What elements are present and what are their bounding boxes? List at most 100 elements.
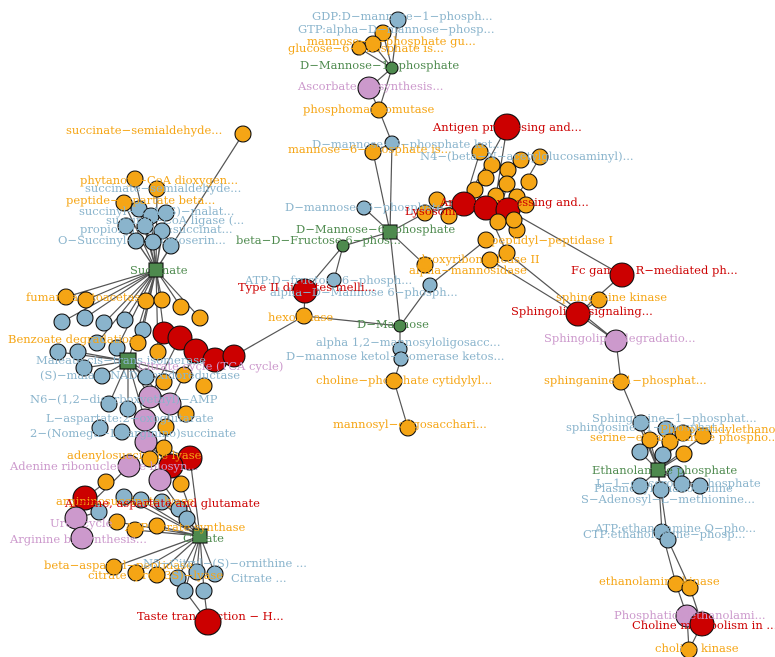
compound-node[interactable] xyxy=(169,569,187,587)
enzyme-node[interactable] xyxy=(191,309,209,327)
pathway-node[interactable] xyxy=(158,392,182,416)
enzyme-node[interactable] xyxy=(681,579,699,597)
pathway-node[interactable] xyxy=(148,468,172,492)
enzyme-node[interactable] xyxy=(234,125,252,143)
hub-node[interactable] xyxy=(650,462,666,478)
enzyme-node[interactable] xyxy=(481,251,499,269)
enzyme-node[interactable] xyxy=(512,151,530,169)
enzyme-node[interactable] xyxy=(105,558,123,576)
enzyme-node[interactable] xyxy=(385,372,403,390)
compound-node[interactable] xyxy=(49,343,67,361)
enzyme-node[interactable] xyxy=(172,475,190,493)
enzyme-node[interactable] xyxy=(126,170,144,188)
enzyme-node[interactable] xyxy=(498,175,516,193)
pathway-node[interactable] xyxy=(70,526,94,550)
compound-node[interactable] xyxy=(115,488,133,506)
compound-node[interactable] xyxy=(108,339,126,357)
enzyme-node[interactable] xyxy=(108,513,126,531)
compound-node[interactable] xyxy=(691,477,709,495)
enzyme-node[interactable] xyxy=(590,291,608,309)
compound-node[interactable] xyxy=(153,222,171,240)
compound-node[interactable] xyxy=(95,314,113,332)
compound-node[interactable] xyxy=(144,233,162,251)
compound-node[interactable] xyxy=(132,491,150,509)
enzyme-node[interactable] xyxy=(517,196,535,214)
enzyme-node[interactable] xyxy=(157,418,175,436)
compound-node[interactable] xyxy=(119,400,137,418)
hub-node[interactable] xyxy=(393,319,407,333)
disease-node[interactable] xyxy=(194,608,222,636)
enzyme-node[interactable] xyxy=(295,307,313,325)
compound-node[interactable] xyxy=(93,367,111,385)
disease-node[interactable] xyxy=(72,485,98,511)
enzyme-node[interactable] xyxy=(612,373,630,391)
compound-node[interactable] xyxy=(116,311,134,329)
compound-node[interactable] xyxy=(422,277,438,293)
enzyme-node[interactable] xyxy=(520,173,538,191)
enzyme-node[interactable] xyxy=(364,143,382,161)
enzyme-node[interactable] xyxy=(680,641,698,657)
compound-node[interactable] xyxy=(162,237,180,255)
compound-node[interactable] xyxy=(53,313,71,331)
enzyme-node[interactable] xyxy=(115,194,133,212)
compound-node[interactable] xyxy=(652,481,670,499)
compound-node[interactable] xyxy=(137,368,155,386)
enzyme-node[interactable] xyxy=(489,213,507,231)
compound-node[interactable] xyxy=(195,582,213,600)
compound-node[interactable] xyxy=(673,475,691,493)
enzyme-node[interactable] xyxy=(175,366,193,384)
compound-node[interactable] xyxy=(188,563,206,581)
enzyme-node[interactable] xyxy=(477,231,495,249)
compound-node[interactable] xyxy=(76,309,94,327)
compound-node[interactable] xyxy=(631,443,649,461)
enzyme-node[interactable] xyxy=(141,450,159,468)
enzyme-node[interactable] xyxy=(172,298,190,316)
enzyme-node[interactable] xyxy=(57,288,75,306)
enzyme-node[interactable] xyxy=(694,427,712,445)
compound-node[interactable] xyxy=(176,582,194,600)
compound-node[interactable] xyxy=(356,200,372,216)
compound-node[interactable] xyxy=(75,359,93,377)
enzyme-node[interactable] xyxy=(126,521,144,539)
disease-node[interactable] xyxy=(292,278,318,304)
disease-node[interactable] xyxy=(222,344,246,368)
enzyme-node[interactable] xyxy=(416,256,434,274)
enzyme-node[interactable] xyxy=(531,148,549,166)
compound-node[interactable] xyxy=(393,351,409,367)
compound-node[interactable] xyxy=(117,217,135,235)
compound-node[interactable] xyxy=(113,423,131,441)
compound-node[interactable] xyxy=(88,334,106,352)
enzyme-node[interactable] xyxy=(674,424,692,442)
hub-node[interactable] xyxy=(119,352,137,370)
enzyme-node[interactable] xyxy=(661,433,679,451)
compound-node[interactable] xyxy=(127,232,145,250)
compound-node[interactable] xyxy=(136,217,154,235)
compound-node[interactable] xyxy=(91,419,109,437)
compound-node[interactable] xyxy=(178,510,196,528)
compound-node[interactable] xyxy=(100,395,118,413)
enzyme-node[interactable] xyxy=(505,211,523,229)
hub-node[interactable] xyxy=(148,262,164,278)
enzyme-node[interactable] xyxy=(97,473,115,491)
compound-node[interactable] xyxy=(157,204,175,222)
compound-node[interactable] xyxy=(654,446,672,464)
enzyme-node[interactable] xyxy=(498,244,516,262)
enzyme-node[interactable] xyxy=(148,517,166,535)
enzyme-node[interactable] xyxy=(148,566,166,584)
enzyme-node[interactable] xyxy=(440,207,458,225)
compound-node[interactable] xyxy=(659,531,677,549)
pathway-node[interactable] xyxy=(117,454,141,478)
pathway-node[interactable] xyxy=(357,76,381,100)
enzyme-node[interactable] xyxy=(148,180,166,198)
hub-node[interactable] xyxy=(385,61,399,75)
compound-node[interactable] xyxy=(90,503,108,521)
enzyme-node[interactable] xyxy=(471,143,489,161)
enzyme-node[interactable] xyxy=(477,169,495,187)
disease-node[interactable] xyxy=(493,113,521,141)
enzyme-node[interactable] xyxy=(370,101,388,119)
disease-node[interactable] xyxy=(565,301,591,327)
enzyme-node[interactable] xyxy=(399,419,417,437)
compound-node[interactable] xyxy=(206,565,224,583)
hub-node[interactable] xyxy=(336,239,350,253)
enzyme-node[interactable] xyxy=(374,24,392,42)
